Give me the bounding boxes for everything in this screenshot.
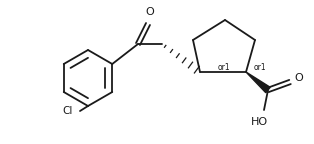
Text: Cl: Cl [62,106,73,116]
Text: O: O [294,73,303,83]
Text: HO: HO [251,117,268,127]
Text: O: O [146,7,154,17]
Polygon shape [246,72,270,93]
Text: or1: or1 [218,64,230,72]
Text: or1: or1 [254,64,267,72]
